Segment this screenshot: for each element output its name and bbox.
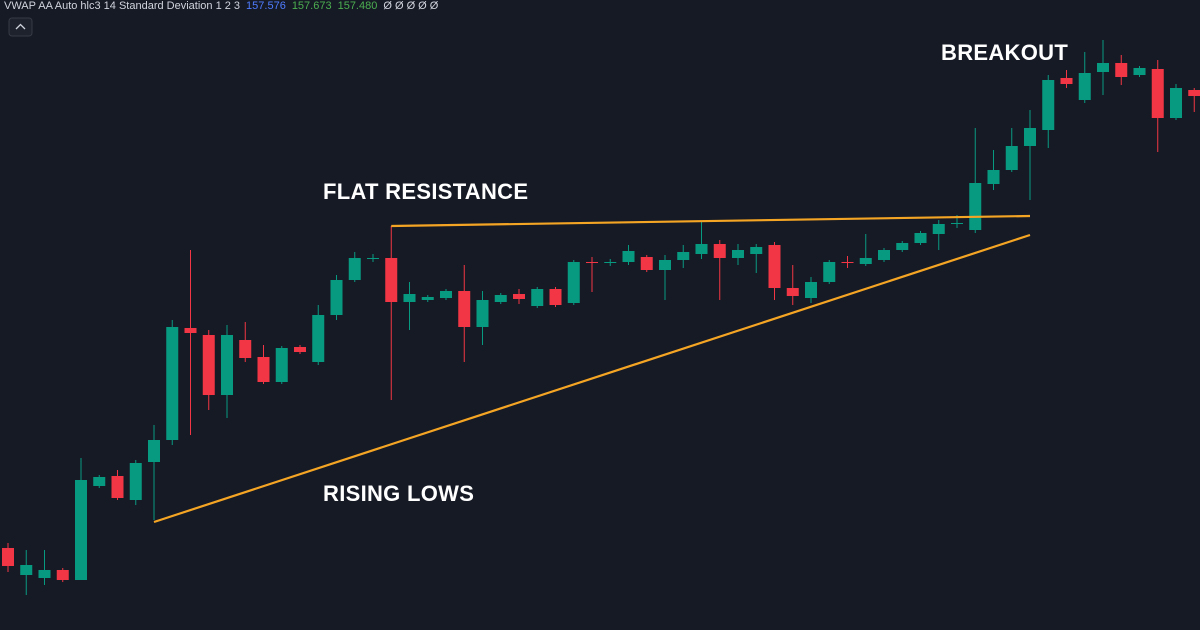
candle-body xyxy=(1078,73,1091,100)
candle-body xyxy=(695,244,708,254)
annotation-label: FLAT RESISTANCE xyxy=(323,179,528,204)
candle-body xyxy=(385,258,398,302)
candle-body xyxy=(513,294,525,299)
candle-body xyxy=(1097,63,1109,72)
candle-body xyxy=(987,170,1000,184)
indicator-value: 157.576 xyxy=(246,0,286,12)
candle-body xyxy=(330,280,343,315)
indicator-value: 157.480 xyxy=(338,0,378,12)
candle-body xyxy=(914,233,927,243)
candle-body xyxy=(622,251,635,262)
candle-body xyxy=(586,262,598,263)
candle-body xyxy=(367,258,379,259)
candle-body xyxy=(531,289,544,306)
annotation-label: BREAKOUT xyxy=(941,40,1068,65)
candle-body xyxy=(275,348,288,382)
indicator-name: VWAP AA Auto hlc3 14 Standard Deviation … xyxy=(4,0,240,12)
candle-body xyxy=(786,288,799,296)
candle-body xyxy=(421,297,434,300)
indicator-extra: Ø Ø Ø Ø Ø xyxy=(383,0,438,12)
candle-body xyxy=(294,347,306,352)
candle-body xyxy=(129,463,142,500)
candle-body xyxy=(896,243,909,250)
candle-body xyxy=(38,570,51,578)
candle-body xyxy=(1042,80,1055,130)
candle-body xyxy=(440,291,452,298)
candle-body xyxy=(823,262,836,282)
candle-body xyxy=(768,245,781,288)
candle-body xyxy=(184,328,197,333)
collapse-icon xyxy=(15,23,26,30)
candle-body xyxy=(148,440,160,462)
candle-body xyxy=(221,335,233,395)
candle-body xyxy=(859,258,872,264)
candle-body xyxy=(1170,88,1182,118)
candle-body xyxy=(567,262,580,303)
annotation-label: RISING LOWS xyxy=(323,481,474,506)
candle-body xyxy=(750,247,763,254)
candle-body xyxy=(93,477,106,486)
candle-body xyxy=(713,244,726,258)
candle-body xyxy=(841,262,854,263)
candle-body xyxy=(878,250,890,260)
candle-body xyxy=(805,282,817,298)
collapse-button-box[interactable] xyxy=(8,17,33,37)
candle-body xyxy=(494,295,507,302)
candle-body xyxy=(640,257,653,270)
indicator-value: 157.673 xyxy=(292,0,332,12)
candle-body xyxy=(659,260,671,270)
candles xyxy=(2,40,1200,595)
candle-body xyxy=(257,357,270,382)
collapse-button[interactable] xyxy=(8,17,33,37)
candle-body xyxy=(1060,78,1073,84)
candle-body xyxy=(951,223,963,224)
candle-body xyxy=(239,340,252,358)
candle-body xyxy=(111,476,124,498)
candle-body xyxy=(75,480,87,580)
indicator-legend: VWAP AA Auto hlc3 14 Standard Deviation … xyxy=(4,0,240,12)
candle-body xyxy=(1188,90,1200,96)
trend-line xyxy=(391,214,1031,228)
candle-body xyxy=(1005,146,1018,170)
candle-body xyxy=(549,289,562,305)
trend-line xyxy=(153,233,1031,524)
candle-body xyxy=(604,262,617,263)
candle-body xyxy=(458,291,471,327)
candle-body xyxy=(1133,68,1146,75)
candle-body xyxy=(1151,69,1164,118)
candle-body xyxy=(2,548,14,566)
candle-body xyxy=(56,570,69,580)
candle-body xyxy=(403,294,416,302)
candle-body xyxy=(476,300,489,327)
candle-body xyxy=(677,252,690,260)
candle-body xyxy=(166,327,179,440)
candle-body xyxy=(20,565,33,575)
candle-body xyxy=(348,258,361,280)
candle-body xyxy=(932,224,945,234)
candle-body xyxy=(732,250,744,258)
candle-body xyxy=(969,183,982,230)
candle-body xyxy=(1115,63,1128,77)
candle-body xyxy=(202,335,215,395)
candle-body xyxy=(1024,128,1036,146)
candle-body xyxy=(312,315,325,362)
